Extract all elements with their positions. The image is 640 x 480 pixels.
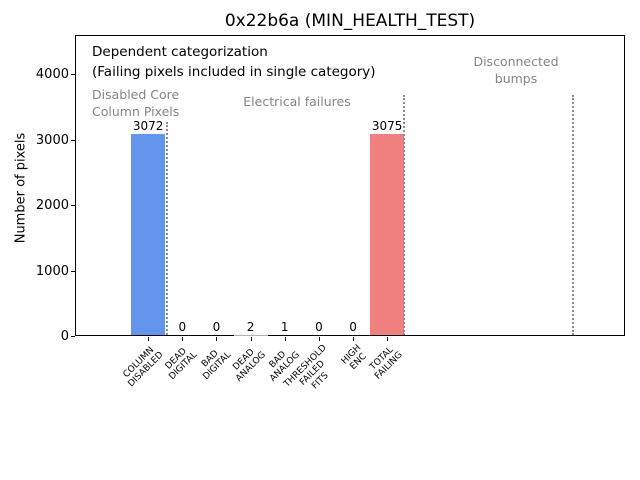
x-tick-label-bad-digital: BAD DIGITAL: [200, 348, 234, 383]
x-tick-bad-digital: [216, 337, 218, 341]
y-tick-4000: [71, 74, 75, 76]
y-tick-label-0: 0: [60, 329, 69, 344]
bar-value-threshold-failed-fits: 0: [315, 320, 323, 334]
x-tick-dead-analog: [250, 337, 252, 341]
x-tick-column-disabled: [148, 337, 150, 341]
bar-value-high-enc: 0: [349, 320, 357, 334]
bar-value-dead-digital: 0: [178, 320, 187, 334]
bar-value-column-disabled: 3072: [132, 118, 164, 133]
bar-column-disabled: [131, 133, 166, 335]
bar-value-bad-analog: 1: [280, 319, 289, 334]
y-tick-label-4000: 4000: [35, 67, 69, 83]
y-tick-label-3000: 3000: [35, 132, 69, 148]
y-tick-3000: [71, 139, 75, 141]
y-tick-0: [71, 336, 75, 337]
x-tick-label-column-disabled: COLUMN DISABLED: [121, 345, 166, 390]
section-separator-after-column-disabled: [166, 122, 168, 335]
x-tick-bad-analog: [284, 337, 286, 341]
bar-value-bad-digital: 0: [212, 320, 221, 334]
annotation-(failing-pixels-included-in-si: (Failing pixels included in single categ…: [92, 64, 376, 80]
y-axis-label: Number of pixels: [13, 132, 29, 244]
x-tick-total-failing: [387, 337, 389, 341]
bar-value-total-failing: 3075: [371, 118, 403, 133]
y-tick-2000: [71, 205, 75, 207]
bar-value-dead-analog: 2: [246, 319, 255, 334]
y-tick-label-2000: 2000: [35, 198, 69, 214]
y-tick-1000: [71, 270, 75, 272]
x-tick-label-dead-digital: DEAD DIGITAL: [163, 346, 200, 383]
x-tick-high-enc: [353, 337, 355, 341]
annotation-disconnected-bumps: Disconnected bumps: [473, 54, 559, 86]
x-tick-threshold-failed-fits: [318, 337, 320, 341]
y-tick-label-1000: 1000: [35, 263, 69, 279]
x-tick-dead-digital: [182, 337, 184, 341]
annotation-dependent-categorization: Dependent categorization: [92, 44, 268, 60]
section-separator-after-total-failing: [403, 95, 405, 335]
x-tick-label-high-enc: HIGH ENC: [339, 343, 369, 373]
x-tick-label-total-failing: TOTAL FAILING: [367, 345, 405, 382]
section-separator-disconnected-bumps-right: [572, 95, 574, 335]
bar-total-failing: [370, 133, 405, 335]
plot-area: 3072 0 0 2 1 0 0 3075: [75, 35, 625, 336]
annotation-disabled-core-column-pixels: Disabled Core Column Pixels: [92, 87, 180, 119]
annotation-electrical-failures: Electrical failures: [243, 94, 351, 109]
chart-title: 0x22b6a (MIN_HEALTH_TEST): [224, 11, 476, 31]
x-tick-label-dead-analog: DEAD ANALOG: [231, 347, 269, 385]
